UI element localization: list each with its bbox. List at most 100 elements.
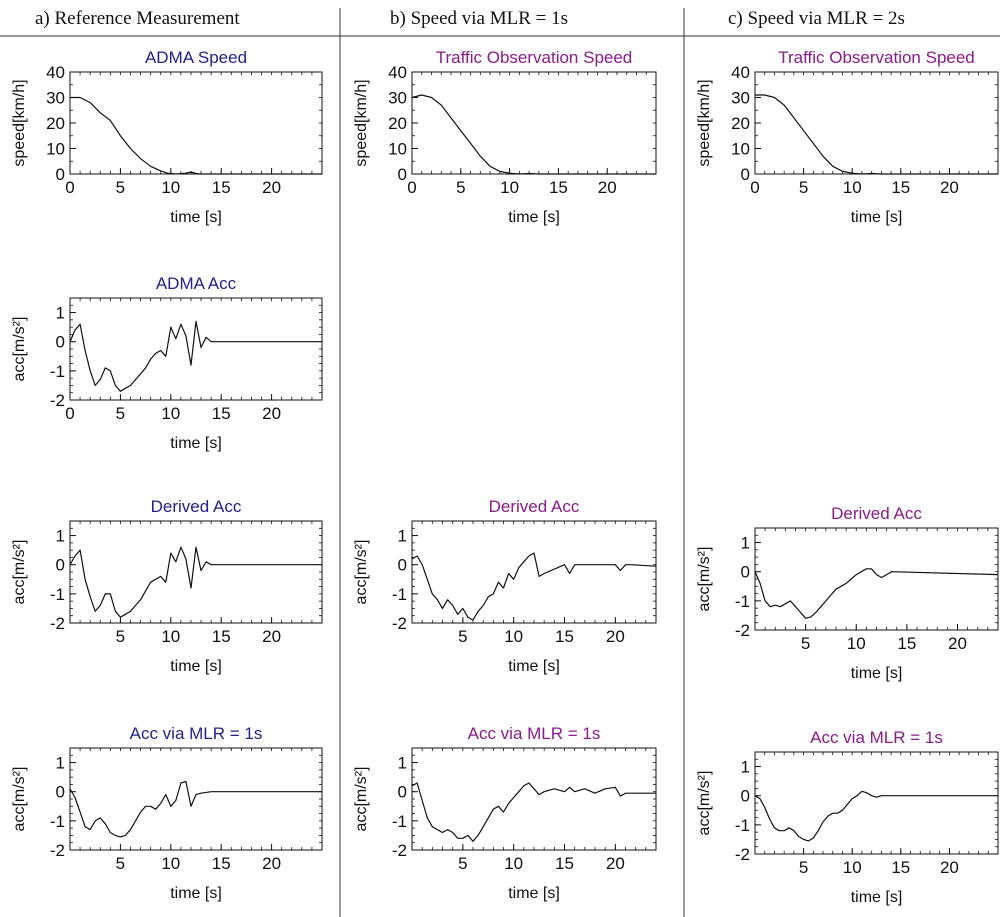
x-tick-label: 10 — [504, 854, 523, 873]
x-tick-label: 5 — [458, 627, 467, 646]
y-tick-label: -1 — [50, 362, 65, 381]
y-tick-label: 20 — [388, 114, 407, 133]
y-tick-label: 1 — [56, 754, 65, 773]
y-axis-label: speed[km/h] — [11, 79, 28, 166]
x-tick-label: 10 — [161, 404, 180, 423]
x-tick-label: 15 — [212, 404, 231, 423]
y-axis-label: acc[m/s²] — [353, 540, 370, 605]
plot-frame — [754, 71, 999, 175]
x-tick-label: 5 — [116, 627, 125, 646]
x-tick-label: 0 — [65, 178, 74, 197]
y-tick-label: 20 — [46, 114, 65, 133]
y-tick-label: 0 — [398, 783, 407, 802]
x-tick-label: 10 — [843, 858, 862, 877]
y-axis-label: acc[m/s²] — [11, 767, 28, 832]
plot-frame — [69, 747, 323, 851]
x-tick-label: 5 — [116, 404, 125, 423]
x-tick-label: 5 — [799, 858, 808, 877]
y-tick-label: 0 — [56, 333, 65, 352]
chart-b-derived: Derived Acc 5 10 15 20 -2 -1 0 1 time [s] acc[m/s²… — [353, 497, 657, 675]
x-axis-label: time [s] — [170, 885, 222, 902]
y-tick-label: -2 — [735, 621, 750, 640]
y-tick-label: 0 — [56, 165, 65, 184]
chart-title: Acc via MLR = 1s — [810, 728, 943, 747]
x-tick-label: 20 — [262, 404, 281, 423]
x-axis-label: time [s] — [851, 209, 903, 226]
x-tick-label: 20 — [606, 854, 625, 873]
y-tick-label: 10 — [46, 140, 65, 159]
y-tick-label: 30 — [388, 89, 407, 108]
x-tick-label: 20 — [262, 178, 281, 197]
x-tick-label: 5 — [799, 178, 808, 197]
chart-title: Derived Acc — [831, 504, 922, 523]
y-tick-label: 1 — [56, 304, 65, 323]
chart-a-mlr: Acc via MLR = 1s 5 10 15 20 -2 -1 0 1 time [s] acc… — [11, 724, 323, 902]
x-tick-label: 20 — [262, 627, 281, 646]
column-header-c: c) Speed via MLR = 2s — [728, 8, 905, 29]
y-tick-label: 1 — [398, 754, 407, 773]
x-tick-label: 15 — [212, 627, 231, 646]
y-tick-label: -1 — [735, 592, 750, 611]
chart-title: Derived Acc — [151, 497, 242, 516]
y-axis-label: acc[m/s²] — [696, 547, 713, 612]
x-tick-label: 20 — [940, 858, 959, 877]
y-tick-label: -1 — [392, 812, 407, 831]
x-tick-label: 5 — [801, 634, 810, 653]
y-axis-label: acc[m/s²] — [11, 317, 28, 382]
plot-frame — [411, 71, 657, 175]
x-tick-label: 0 — [407, 178, 416, 197]
x-tick-label: 20 — [940, 178, 959, 197]
x-tick-label: 15 — [212, 854, 231, 873]
y-tick-label: 0 — [398, 165, 407, 184]
x-tick-label: 10 — [500, 178, 519, 197]
x-tick-label: 0 — [750, 178, 759, 197]
x-tick-label: 15 — [555, 627, 574, 646]
y-tick-label: -2 — [392, 841, 407, 860]
column-header-a: a) Reference Measurement — [35, 8, 240, 29]
y-tick-label: 1 — [56, 527, 65, 546]
y-tick-label: -1 — [392, 585, 407, 604]
y-tick-label: 40 — [46, 63, 65, 82]
plot-frame — [69, 71, 323, 175]
y-tick-label: 0 — [56, 783, 65, 802]
series-line — [755, 94, 998, 175]
x-tick-label: 20 — [598, 178, 617, 197]
x-tick-label: 10 — [843, 178, 862, 197]
x-tick-label: 20 — [948, 634, 967, 653]
plot-frame — [411, 520, 657, 624]
x-tick-label: 5 — [458, 854, 467, 873]
x-axis-label: time [s] — [170, 658, 222, 675]
y-tick-label: -1 — [735, 816, 750, 835]
series-line — [69, 546, 322, 618]
plot-frame — [69, 297, 323, 401]
y-tick-label: 0 — [741, 787, 750, 806]
x-axis-label: time [s] — [508, 885, 560, 902]
y-tick-label: 0 — [741, 165, 750, 184]
y-tick-label: 30 — [46, 89, 65, 108]
y-tick-label: -2 — [392, 614, 407, 633]
series-line — [70, 96, 322, 175]
y-tick-label: -2 — [50, 841, 65, 860]
x-axis-label: time [s] — [851, 665, 903, 682]
x-axis-label: time [s] — [170, 209, 222, 226]
chart-title: Traffic Observation Speed — [436, 48, 633, 67]
chart-title: Acc via MLR = 1s — [468, 724, 601, 743]
chart-title: Traffic Observation Speed — [778, 48, 975, 67]
x-tick-label: 15 — [549, 178, 568, 197]
series-line — [411, 552, 657, 621]
x-tick-label: 15 — [891, 858, 910, 877]
y-tick-label: 20 — [731, 114, 750, 133]
y-axis-label: speed[km/h] — [353, 79, 370, 166]
x-axis-label: time [s] — [508, 209, 560, 226]
y-tick-label: -2 — [50, 614, 65, 633]
chart-title: ADMA Acc — [156, 274, 237, 293]
plot-frame — [754, 751, 999, 855]
plot-frame — [411, 747, 657, 851]
plot-frame — [69, 520, 323, 624]
y-tick-label: 0 — [56, 556, 65, 575]
x-tick-label: 15 — [212, 178, 231, 197]
series-line — [411, 94, 656, 175]
